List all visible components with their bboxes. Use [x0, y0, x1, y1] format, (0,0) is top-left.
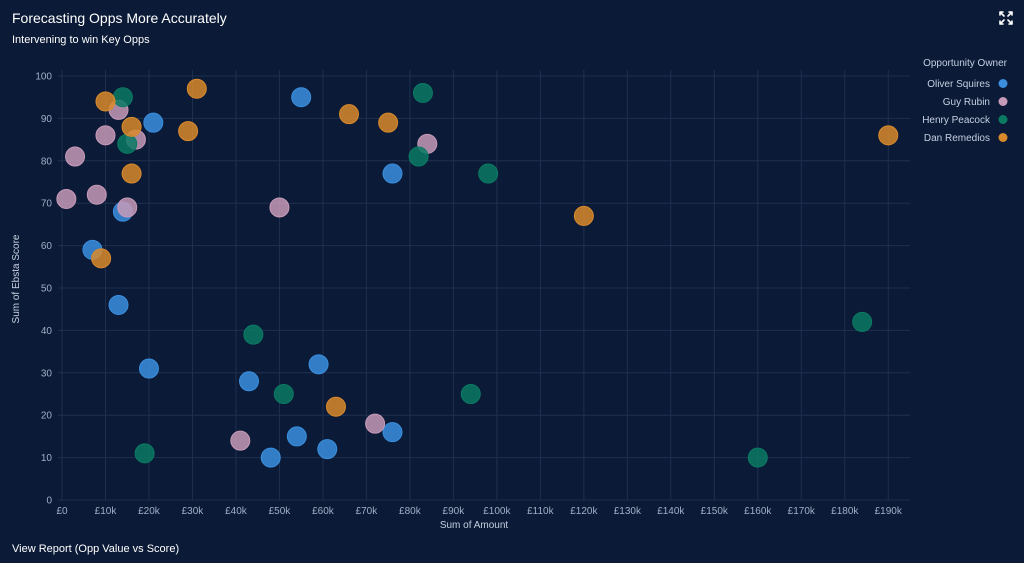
data-point-oliver-squires[interactable]: [382, 163, 403, 184]
x-axis-title: Sum of Amount: [440, 520, 509, 531]
data-point-oliver-squires[interactable]: [286, 426, 307, 447]
data-point-dan-remedios[interactable]: [339, 104, 360, 125]
data-point-dan-remedios[interactable]: [121, 116, 142, 137]
legend-marker[interactable]: [998, 97, 1008, 106]
x-tick-label: £0: [56, 506, 68, 517]
data-point-oliver-squires[interactable]: [143, 112, 164, 133]
y-tick-label: 20: [41, 411, 53, 422]
data-point-dan-remedios[interactable]: [186, 78, 207, 99]
data-point-henry-peacock[interactable]: [852, 311, 873, 332]
data-point-dan-remedios[interactable]: [95, 91, 116, 112]
data-point-guy-rubin[interactable]: [56, 188, 77, 209]
x-tick-label: £70k: [356, 506, 379, 517]
data-point-henry-peacock[interactable]: [460, 384, 481, 404]
data-point-henry-peacock[interactable]: [117, 133, 138, 154]
view-report-link[interactable]: View Report (Opp Value vs Score): [12, 543, 180, 555]
data-point-guy-rubin[interactable]: [269, 197, 290, 218]
data-point-dan-remedios[interactable]: [91, 248, 112, 269]
chart-title: Forecasting Opps More Accurately: [12, 10, 227, 26]
legend-marker[interactable]: [998, 79, 1008, 88]
data-point-oliver-squires[interactable]: [138, 358, 159, 379]
data-point-guy-rubin[interactable]: [117, 197, 138, 218]
data-point-dan-remedios[interactable]: [878, 125, 899, 146]
y-axis-title: Sum of Ebsta Score: [11, 234, 22, 323]
data-point-henry-peacock[interactable]: [412, 82, 433, 103]
data-point-henry-peacock[interactable]: [747, 447, 768, 468]
data-point-oliver-squires[interactable]: [260, 447, 281, 468]
y-tick-label: 40: [41, 326, 53, 337]
data-point-guy-rubin[interactable]: [230, 430, 251, 451]
x-tick-label: £10k: [95, 506, 118, 517]
legend-label: Oliver Squires: [927, 79, 990, 90]
data-point-oliver-squires[interactable]: [291, 87, 312, 108]
data-point-henry-peacock[interactable]: [243, 324, 264, 345]
x-tick-label: £90k: [443, 506, 466, 517]
x-tick-label: £100k: [483, 506, 511, 517]
y-tick-label: 70: [41, 199, 53, 210]
x-tick-label: £130k: [614, 506, 642, 517]
legend-label: Dan Remedios: [924, 133, 990, 144]
data-point-henry-peacock[interactable]: [273, 384, 294, 404]
y-tick-label: 50: [41, 284, 53, 295]
y-tick-label: 80: [41, 156, 53, 167]
data-point-guy-rubin[interactable]: [65, 146, 86, 167]
data-point-oliver-squires[interactable]: [317, 439, 338, 460]
x-tick-label: £180k: [831, 506, 859, 517]
x-axis-ticks: £0 £10k £20k £30k £40k £50k £60k £70k £80k £90k £1…: [56, 506, 902, 517]
legend-label: Henry Peacock: [922, 115, 991, 126]
x-tick-label: £80k: [399, 506, 422, 517]
chart-legend: Opportunity Owner Oliver Squires Guy Rubi…: [922, 58, 1007, 144]
x-tick-label: £170k: [788, 506, 816, 517]
data-point-oliver-squires[interactable]: [308, 354, 329, 375]
data-point-dan-remedios[interactable]: [325, 396, 346, 417]
legend-marker[interactable]: [998, 115, 1008, 124]
data-point-henry-peacock[interactable]: [112, 87, 133, 108]
legend-title: Opportunity Owner: [923, 58, 1008, 69]
x-tick-label: £160k: [744, 506, 772, 517]
x-tick-label: £20k: [138, 506, 161, 517]
x-tick-label: £30k: [182, 506, 205, 517]
y-tick-label: 0: [46, 496, 52, 507]
y-tick-label: 90: [41, 114, 53, 125]
y-tick-label: 10: [41, 453, 53, 464]
x-tick-label: £110k: [527, 506, 555, 517]
x-tick-label: £40k: [225, 506, 248, 517]
data-point-dan-remedios[interactable]: [573, 205, 594, 226]
legend-label: Guy Rubin: [943, 97, 990, 108]
chart-subtitle: Intervening to win Key Opps: [12, 34, 150, 46]
chart-points: [56, 78, 899, 468]
y-tick-label: 100: [35, 72, 52, 83]
data-point-dan-remedios[interactable]: [378, 112, 399, 133]
data-point-oliver-squires[interactable]: [108, 294, 129, 315]
data-point-guy-rubin[interactable]: [365, 413, 386, 434]
data-point-henry-peacock[interactable]: [408, 146, 429, 167]
legend-marker[interactable]: [998, 133, 1008, 142]
y-axis-ticks: 0 10 20 30 40 50 60 70 80 90 100: [35, 72, 52, 507]
y-tick-label: 60: [41, 241, 53, 252]
data-point-guy-rubin[interactable]: [95, 125, 116, 146]
x-tick-label: £60k: [312, 506, 335, 517]
data-point-oliver-squires[interactable]: [238, 371, 259, 392]
x-tick-label: £120k: [570, 506, 598, 517]
x-tick-label: £50k: [269, 506, 292, 517]
data-point-dan-remedios[interactable]: [178, 121, 199, 142]
data-point-dan-remedios[interactable]: [121, 163, 142, 184]
y-tick-label: 30: [41, 368, 53, 379]
data-point-henry-peacock[interactable]: [478, 163, 499, 184]
data-point-guy-rubin[interactable]: [86, 184, 107, 205]
data-point-henry-peacock[interactable]: [134, 443, 155, 464]
chart-grid: [58, 70, 910, 501]
x-tick-label: £190k: [875, 506, 903, 517]
expand-icon[interactable]: [998, 10, 1014, 26]
x-tick-label: £140k: [657, 506, 685, 517]
data-point-oliver-squires[interactable]: [382, 422, 403, 443]
x-tick-label: £150k: [701, 506, 729, 517]
